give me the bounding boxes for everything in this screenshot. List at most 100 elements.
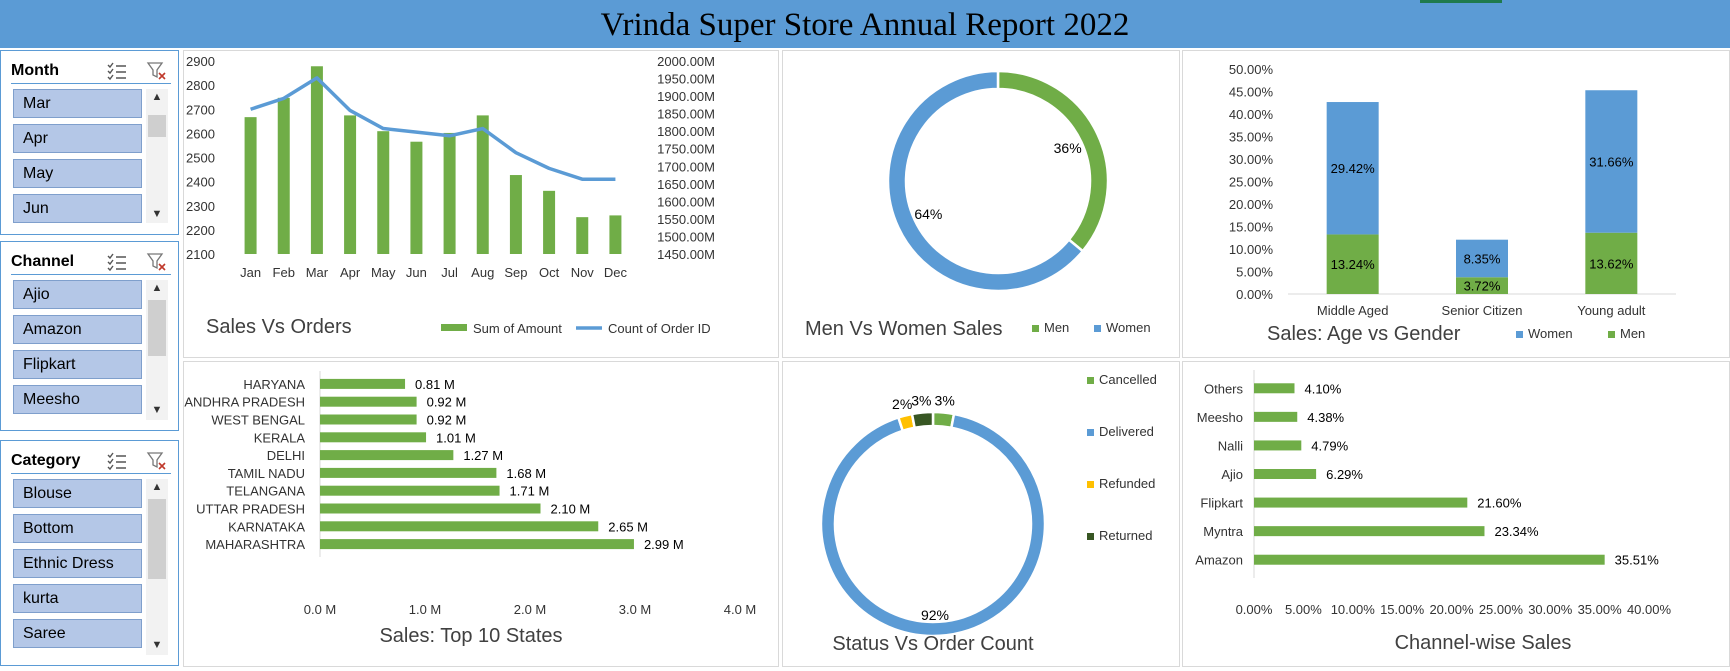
scrollbar-thumb[interactable]: [148, 499, 166, 579]
data-label: 31.66%: [1589, 154, 1634, 169]
data-label: 0.92 M: [427, 413, 467, 428]
clear-filter-icon[interactable]: [146, 451, 168, 471]
clear-filter-icon[interactable]: [146, 61, 168, 81]
sales-bar: [344, 115, 357, 255]
sales-bar: [543, 190, 556, 254]
slicer-item-apr[interactable]: Apr: [13, 124, 142, 153]
legend-label: Women: [1528, 326, 1573, 341]
left-axis-tick: 2900: [186, 54, 215, 69]
y-tick-label: Myntra: [1203, 524, 1244, 539]
chart-title: Men Vs Women Sales: [805, 318, 1003, 340]
chart-sales-vs-orders[interactable]: 2900 2800 2700 2600 2500 2400 2300 2200 2100 2000…: [183, 50, 779, 358]
scrollbar-thumb[interactable]: [148, 115, 166, 137]
slicer-item-jun[interactable]: Jun: [13, 194, 142, 223]
legend-swatch: [1516, 331, 1523, 338]
data-label: 1.71 M: [510, 484, 550, 499]
chart-channel-sales[interactable]: Others 4.10% Meesho 4.38% Nalli 4.79% Ajio 6.29…: [1182, 361, 1730, 667]
slicer-title: Month: [11, 62, 59, 79]
legend-swatch: [1087, 533, 1094, 540]
slicer-item-may[interactable]: May: [13, 159, 142, 188]
multi-select-icon[interactable]: [106, 61, 128, 81]
y-axis-tick: 10.00%: [1229, 242, 1274, 257]
x-tick-label: Feb: [273, 265, 295, 280]
data-label: 8.35%: [1464, 251, 1501, 266]
sales-bar: [277, 97, 290, 254]
chart-status-vs-orders[interactable]: 3% 92% 2% 3% Cancelled Delivered Refunded Retur…: [782, 361, 1180, 667]
data-label: 2%: [892, 396, 912, 412]
clear-filter-icon[interactable]: [146, 252, 168, 272]
slicer-item-ajio[interactable]: Ajio: [13, 280, 142, 309]
slicer-item-bottom[interactable]: Bottom: [13, 514, 142, 543]
x-tick-label: Dec: [604, 265, 628, 280]
legend-swatch: [1032, 325, 1039, 332]
x-tick-label: 20.00%: [1429, 602, 1474, 617]
data-label: 23.34%: [1494, 524, 1539, 539]
channel-bar: [1254, 526, 1485, 537]
x-tick-label: Senior Citizen: [1442, 303, 1523, 318]
y-axis-tick: 40.00%: [1229, 107, 1274, 122]
legend-label: Sum of Amount: [473, 321, 562, 336]
right-axis-tick: 1950.00M: [657, 72, 715, 87]
slicer-item-flipkart[interactable]: Flipkart: [13, 350, 142, 379]
chart-title: Sales: Top 10 States: [379, 625, 562, 647]
slicer-item-amazon[interactable]: Amazon: [13, 315, 142, 344]
title-bar: [0, 0, 1730, 48]
data-label: 3%: [935, 393, 955, 409]
multi-select-icon[interactable]: [106, 252, 128, 272]
multi-select-icon[interactable]: [106, 451, 128, 471]
y-tick-label: TELANGANA: [226, 484, 305, 499]
data-label: 13.24%: [1331, 257, 1376, 272]
state-bar: [320, 378, 406, 389]
x-tick-label: 10.00%: [1331, 602, 1376, 617]
scroll-down-icon[interactable]: ▼: [151, 208, 163, 220]
data-label: 2.99 M: [644, 537, 684, 552]
chart-age-vs-gender[interactable]: 50.00% 45.00% 40.00% 35.00% 30.00% 25.00% 20.0…: [1182, 50, 1730, 358]
legend-label: Men: [1044, 320, 1069, 335]
orders-line: [250, 76, 616, 181]
slicer-header: Month: [11, 59, 171, 84]
right-axis-tick: 1450.00M: [657, 247, 715, 262]
data-label: 64%: [914, 206, 942, 222]
x-tick-label: 30.00%: [1528, 602, 1573, 617]
legend-label: Men: [1620, 326, 1645, 341]
slicer-item-mar[interactable]: Mar: [13, 89, 142, 118]
slicer-item-kurta[interactable]: kurta: [13, 584, 142, 613]
y-axis-tick: 15.00%: [1229, 220, 1274, 235]
slicer-header: Channel: [11, 250, 171, 275]
slicer-scrollbar[interactable]: ▲ ▼: [146, 479, 168, 655]
right-axis-tick: 1600.00M: [657, 194, 715, 209]
scroll-up-icon[interactable]: ▲: [151, 91, 163, 103]
state-bar: [320, 539, 634, 550]
sales-bar: [443, 132, 456, 254]
right-axis-tick: 1550.00M: [657, 212, 715, 227]
slicer-scrollbar[interactable]: ▲ ▼: [146, 280, 168, 420]
slicer-item-saree[interactable]: Saree: [13, 619, 142, 648]
state-bar: [320, 485, 500, 496]
data-label: 1.27 M: [463, 448, 503, 463]
data-label: 0.81 M: [415, 377, 455, 392]
state-bar: [320, 414, 417, 425]
data-label: 35.51%: [1615, 553, 1660, 568]
scroll-up-icon[interactable]: ▲: [151, 282, 163, 294]
y-tick-label: Flipkart: [1200, 496, 1243, 511]
y-axis-tick: 50.00%: [1229, 62, 1274, 77]
scrollbar-thumb[interactable]: [148, 300, 166, 356]
y-axis-tick: 0.00%: [1236, 287, 1273, 302]
slicer-item-blouse[interactable]: Blouse: [13, 479, 142, 508]
sales-bar: [509, 175, 522, 254]
slicer-item-ethnic-dress[interactable]: Ethnic Dress: [13, 549, 142, 578]
x-tick-label: 1.0 M: [409, 602, 442, 617]
chart-men-vs-women[interactable]: 36% 64% Men Vs Women Sales Men Women: [782, 50, 1180, 358]
right-axis-tick: 1800.00M: [657, 124, 715, 139]
x-tick-label: Jul: [441, 265, 458, 280]
legend-label: Count of Order ID: [608, 321, 711, 336]
scroll-down-icon[interactable]: ▼: [151, 639, 163, 651]
scroll-up-icon[interactable]: ▲: [151, 481, 163, 493]
data-label: 2.65 M: [608, 519, 648, 534]
slicer-scrollbar[interactable]: ▲ ▼: [146, 89, 168, 223]
data-label: 4.38%: [1307, 410, 1344, 425]
chart-top-states[interactable]: HARYANA 0.81 M ANDHRA PRADESH 0.92 M WEST BE…: [183, 361, 779, 667]
slicer-item-meesho[interactable]: Meesho: [13, 385, 142, 414]
scroll-down-icon[interactable]: ▼: [151, 404, 163, 416]
data-label: 4.10%: [1304, 381, 1341, 396]
